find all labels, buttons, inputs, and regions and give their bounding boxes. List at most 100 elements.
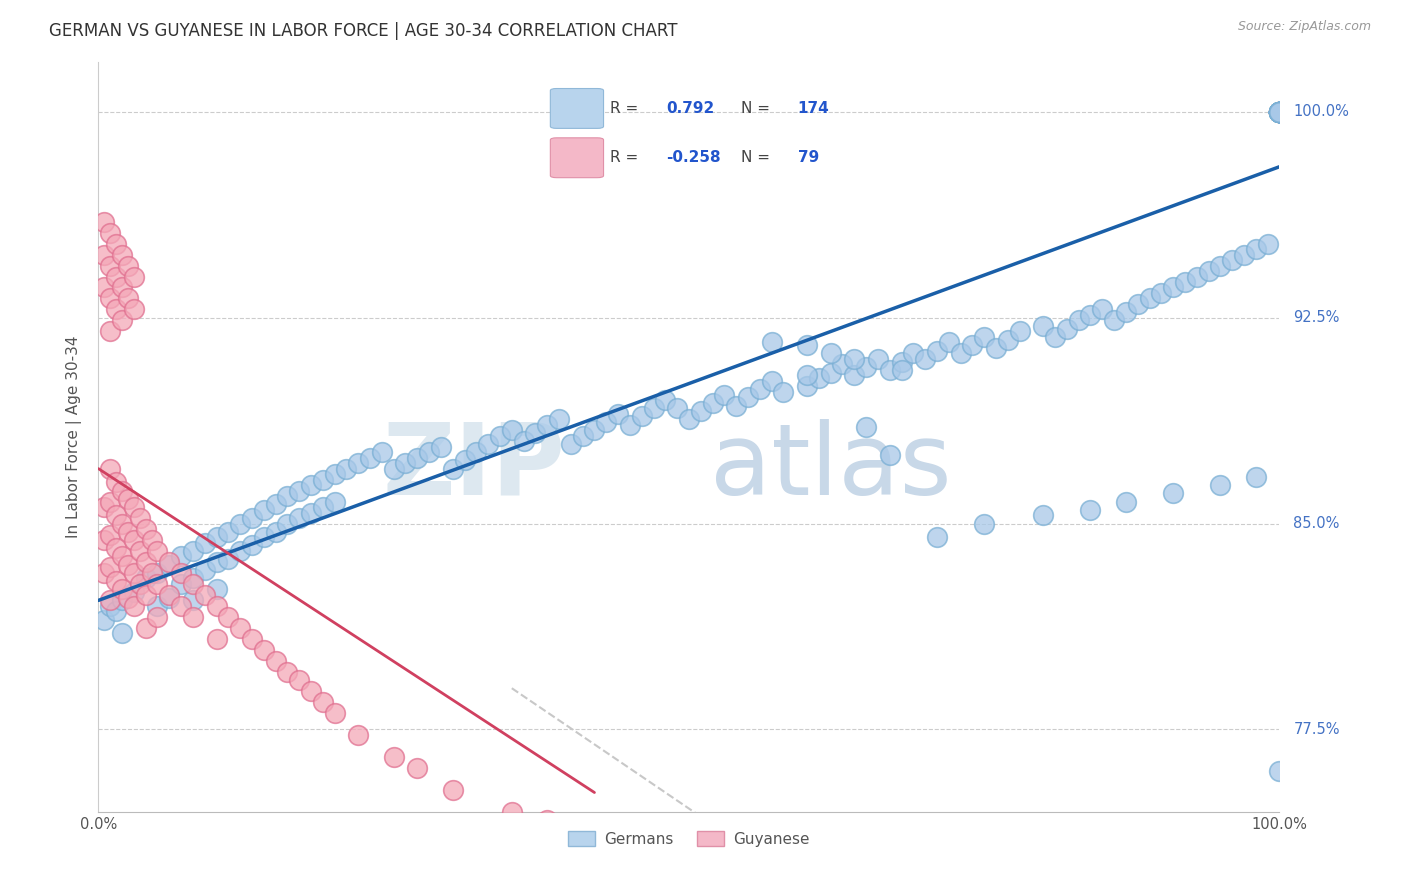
Point: [737, 390, 759, 404]
Point: [1268, 104, 1291, 119]
Point: [1268, 104, 1291, 119]
Point: [105, 574, 128, 589]
Point: [512, 434, 534, 449]
Legend: Germans, Guyanese: Germans, Guyanese: [562, 824, 815, 853]
Point: [170, 566, 193, 580]
Point: [111, 516, 134, 531]
Point: [855, 420, 877, 434]
Point: [1043, 330, 1066, 344]
Point: [371, 445, 394, 459]
Point: [630, 409, 652, 424]
Point: [117, 591, 139, 605]
Point: [1268, 104, 1291, 119]
Point: [312, 473, 335, 487]
Point: [1268, 104, 1291, 119]
Point: [135, 588, 157, 602]
Text: 85.0%: 85.0%: [1294, 516, 1340, 531]
Point: [98, 259, 121, 273]
Point: [949, 346, 972, 360]
Point: [1008, 325, 1031, 339]
Point: [146, 599, 169, 613]
Point: [879, 448, 901, 462]
Point: [1257, 236, 1279, 251]
Point: [1268, 764, 1291, 778]
Point: [643, 401, 665, 416]
Point: [831, 357, 853, 371]
Point: [796, 338, 818, 352]
Point: [772, 384, 794, 399]
Point: [962, 338, 984, 352]
Point: [111, 593, 134, 607]
Point: [1268, 104, 1291, 119]
Point: [93, 280, 115, 294]
Point: [217, 552, 239, 566]
Text: GERMAN VS GUYANESE IN LABOR FORCE | AGE 30-34 CORRELATION CHART: GERMAN VS GUYANESE IN LABOR FORCE | AGE …: [49, 22, 678, 40]
Point: [98, 494, 121, 508]
Point: [866, 351, 889, 366]
Point: [571, 428, 593, 442]
Point: [122, 599, 145, 613]
Point: [323, 494, 346, 508]
Point: [122, 533, 145, 547]
Point: [689, 404, 711, 418]
Point: [128, 544, 150, 558]
Point: [607, 407, 630, 421]
Point: [135, 555, 157, 569]
Point: [117, 292, 139, 306]
Point: [93, 613, 115, 627]
Point: [111, 626, 134, 640]
Point: [748, 382, 770, 396]
Point: [1268, 104, 1291, 119]
Point: [973, 330, 995, 344]
Point: [1268, 104, 1291, 119]
Point: [105, 541, 128, 556]
Point: [1268, 104, 1291, 119]
Point: [619, 417, 641, 432]
Point: [146, 566, 169, 580]
Point: [820, 346, 842, 360]
Point: [264, 654, 287, 668]
Point: [903, 346, 925, 360]
Point: [1268, 104, 1291, 119]
Point: [117, 524, 139, 539]
Point: [240, 511, 263, 525]
Point: [128, 511, 150, 525]
Point: [170, 577, 193, 591]
Point: [157, 558, 180, 572]
Point: [477, 437, 499, 451]
Point: [157, 591, 180, 605]
Point: [146, 577, 169, 591]
Point: [536, 813, 558, 827]
Point: [93, 247, 115, 261]
Point: [288, 483, 311, 498]
Point: [240, 632, 263, 646]
Point: [796, 379, 818, 393]
Point: [997, 333, 1019, 347]
Point: [654, 392, 676, 407]
Point: [205, 555, 228, 569]
Point: [181, 577, 204, 591]
Point: [583, 423, 606, 437]
Point: [205, 530, 228, 544]
Point: [288, 673, 311, 687]
Point: [501, 805, 523, 819]
Point: [1233, 247, 1256, 261]
Point: [1139, 292, 1161, 306]
Point: [1268, 104, 1291, 119]
Point: [181, 610, 204, 624]
Point: [98, 226, 121, 240]
Point: [1268, 104, 1291, 119]
Point: [1161, 280, 1184, 294]
Point: [1268, 104, 1291, 119]
Point: [761, 374, 783, 388]
Point: [111, 549, 134, 564]
Point: [194, 563, 217, 577]
Point: [122, 269, 145, 284]
Point: [441, 782, 464, 797]
Point: [844, 368, 866, 383]
Point: [276, 516, 298, 531]
Point: [1161, 486, 1184, 500]
Point: [335, 461, 357, 475]
Point: [98, 325, 121, 339]
Point: [925, 530, 948, 544]
